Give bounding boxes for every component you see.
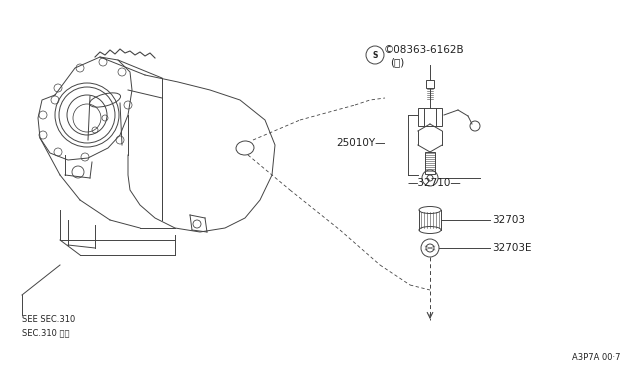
- Text: —32710—: —32710—: [407, 178, 461, 188]
- Bar: [426, 80, 434, 88]
- Bar: [425, 152, 435, 174]
- Text: A3P7A 00·7: A3P7A 00·7: [572, 353, 620, 362]
- Text: S: S: [372, 51, 378, 60]
- Text: SEE SEC.310: SEE SEC.310: [22, 315, 76, 324]
- Text: 25010Y—: 25010Y—: [337, 138, 386, 148]
- Text: (　): ( ): [390, 57, 404, 67]
- Text: ©08363-6162B: ©08363-6162B: [384, 45, 465, 55]
- Text: SEC.310 参照: SEC.310 参照: [22, 328, 70, 337]
- Bar: [418, 108, 442, 126]
- Text: 32703: 32703: [492, 215, 525, 225]
- Text: 32703E: 32703E: [492, 243, 531, 253]
